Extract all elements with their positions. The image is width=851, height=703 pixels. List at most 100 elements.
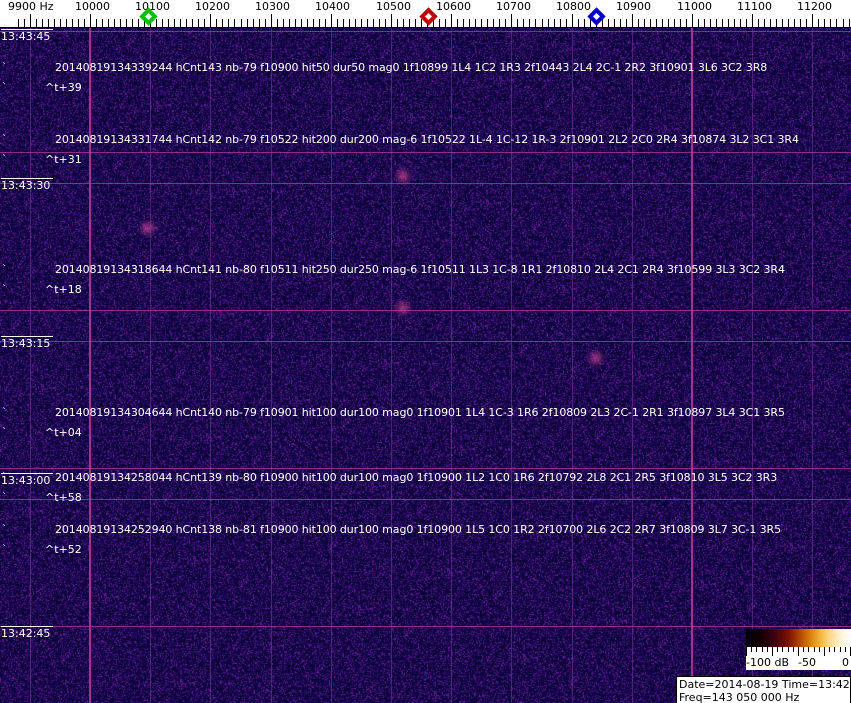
info-date-time: Date=2014-08-19 Time=13:42 UTC [679,678,851,691]
colorbar-minor-tick [834,647,835,652]
frequency-gridline [511,28,512,703]
freq-minor-tick [186,19,187,27]
freq-minor-tick [138,19,139,27]
freq-minor-tick [192,19,193,27]
colorbar-minor-tick [767,647,768,652]
freq-minor-tick [523,19,524,27]
freq-minor-tick [18,19,19,27]
freq-minor-tick [644,19,645,27]
freq-tick-label: 10600 [436,0,471,13]
time-gridline [0,499,851,500]
freq-minor-tick [174,19,175,27]
freq-minor-tick [397,19,398,27]
freq-minor-tick [228,19,229,27]
freq-minor-tick [704,19,705,27]
freq-minor-tick [668,19,669,27]
detection-time-offset: ^t+04 [45,426,82,439]
detection-edge-tick: ` [2,407,7,418]
freq-minor-tick [409,19,410,27]
freq-minor-tick [843,19,844,27]
freq-minor-tick [542,19,543,27]
detection-edge-tick: ` [2,284,7,295]
freq-minor-tick [283,19,284,27]
freq-tick-label: 11100 [737,0,772,13]
waterfall-plot[interactable]: 13:43:45 13:43:30 13:43:15 13:43:00 13:42:45… [0,28,851,703]
freq-minor-tick [301,19,302,27]
freq-minor-tick [204,19,205,27]
freq-minor-tick [24,19,25,27]
freq-minor-tick [289,19,290,27]
freq-minor-tick [120,19,121,27]
freq-minor-tick [806,19,807,27]
freq-tick-label: 10900 [616,0,651,13]
spectrogram-noise-canvas [0,28,851,703]
time-tick-label: 13:43:00 [1,474,51,487]
freq-minor-tick [469,19,470,27]
frequency-gridline [632,28,633,703]
time-tick-label: 13:42:45 [1,627,51,640]
frequency-gridline [271,28,272,703]
freq-minor-tick [776,19,777,27]
freq-minor-tick [505,19,506,27]
detection-edge-tick: ` [2,82,7,93]
detection-line: 20140819134318644 hCnt141 nb-80 f10511 h… [55,263,785,276]
freq-minor-tick [535,19,536,27]
marker-center-dot [592,12,601,21]
freq-tick-label: 10400 [315,0,350,13]
colorbar-tick-label: 0 [842,656,849,669]
time-tick-rule [1,626,53,627]
detection-line: 20140819134339244 hCnt143 nb-79 f10900 h… [55,61,768,74]
freq-major-tick [572,14,573,27]
freq-minor-tick [277,19,278,27]
freq-major-tick [271,14,272,27]
freq-minor-tick [337,19,338,27]
detection-line: 20140819134258044 hCnt139 nb-80 f10900 h… [55,471,778,484]
detection-line: 20140819134252940 hCnt138 nb-81 f10900 h… [55,523,781,536]
colorbar-minor-tick [803,647,804,652]
freq-minor-tick [259,19,260,27]
time-tick-rule [1,29,53,30]
freq-tick-label: 10800 [556,0,591,13]
freq-minor-tick [96,19,97,27]
freq-minor-tick [782,19,783,27]
freq-minor-tick [728,19,729,27]
freq-major-tick [632,14,633,27]
freq-minor-tick [584,19,585,27]
freq-minor-tick [614,19,615,27]
freq-minor-tick [144,19,145,27]
freq-minor-tick [445,19,446,27]
freq-minor-tick [722,19,723,27]
freq-minor-tick [734,19,735,27]
freq-minor-tick [421,19,422,27]
colorbar-major-tick [746,647,747,656]
freq-minor-tick [578,19,579,27]
freq-minor-tick [216,19,217,27]
freq-minor-tick [849,19,850,27]
frequency-gridline [150,28,151,703]
freq-minor-tick [247,19,248,27]
colorbar-tick-label: -50 [798,656,816,669]
freq-minor-tick [307,19,308,27]
freq-minor-tick [824,19,825,27]
detection-edge-tick: ` [2,427,7,438]
freq-minor-tick [800,19,801,27]
carrier-line [691,28,693,703]
frequency-gridline [210,28,211,703]
detection-edge-tick: ` [2,524,7,535]
red-marker[interactable] [419,7,438,26]
freq-major-tick [331,14,332,27]
freq-minor-tick [529,19,530,27]
freq-minor-tick [253,19,254,27]
time-gridline [0,152,851,153]
freq-minor-tick [818,19,819,27]
freq-minor-tick [361,19,362,27]
detection-edge-tick: ` [2,472,7,483]
colorbar-major-tick [798,647,799,656]
colorbar-minor-tick [819,647,820,652]
colorbar-minor-tick [845,647,846,652]
freq-minor-tick [566,19,567,27]
freq-minor-tick [156,19,157,27]
freq-minor-tick [626,19,627,27]
freq-major-tick [692,14,693,27]
